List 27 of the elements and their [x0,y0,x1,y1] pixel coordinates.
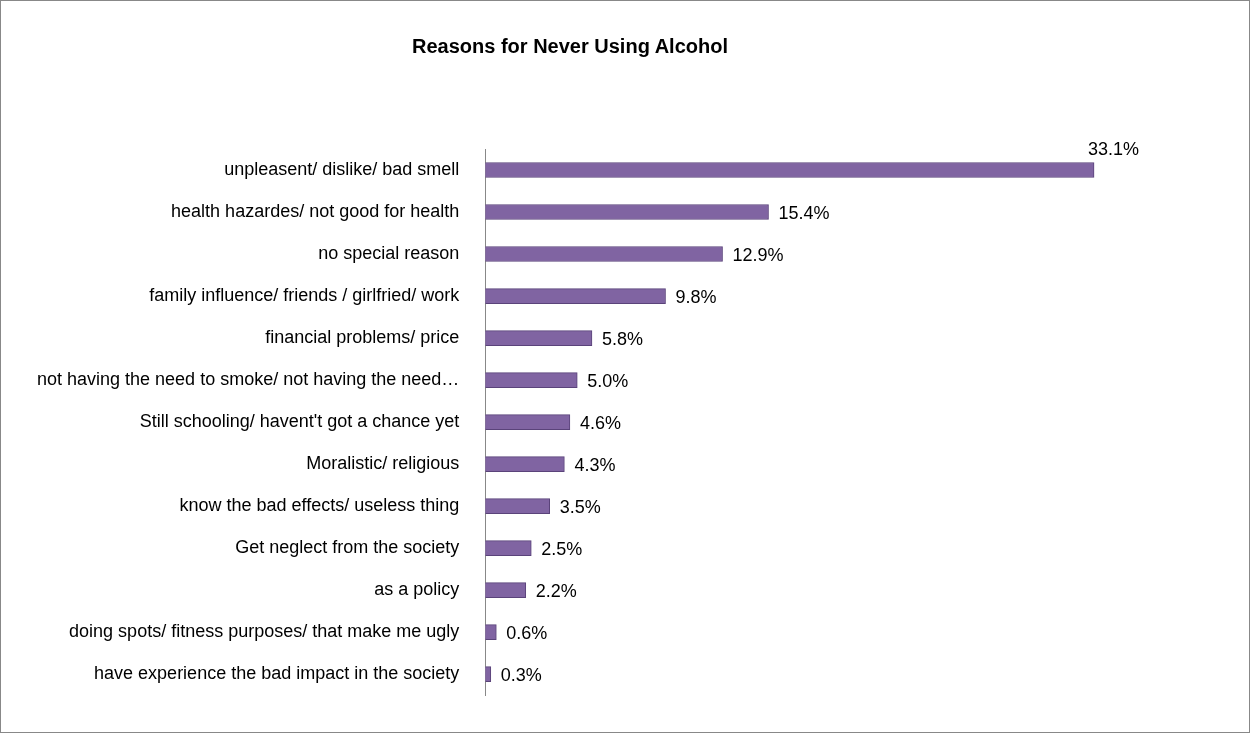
y-tick-label: Still schooling/ havent't got a chance yet [139,411,460,432]
y-tick-label: Moralistic/ religious [306,453,460,474]
y-tick-label: unpleasent/ dislike/ bad smell [224,158,460,179]
y-tick-label: not having the need to smoke/ not having the need… [37,369,460,390]
data-label: 5.0% [587,371,629,392]
y-tick-label: doing spots/ fitness purposes/ that make me ugly [69,621,460,642]
data-label: 15.4% [778,202,830,223]
data-label: 3.5% [559,497,601,518]
y-tick-label: have experience the bad impact in the society [94,663,460,684]
data-label: 2.5% [541,539,583,560]
data-label: 0.3% [500,665,542,686]
y-tick-label: financial problems/ price [265,327,460,348]
y-tick-label: as a policy [374,579,460,600]
y-tick-label: no special reason [318,243,460,264]
y-tick-label: know the bad effects/ useless thing [179,495,460,516]
y-tick-label: health hazardes/ not good for health [171,200,460,221]
data-label: 0.6% [506,623,548,644]
data-label: 4.3% [574,455,616,476]
data-label: 12.9% [732,245,784,266]
data-label: 33.1% [1088,138,1140,159]
data-label: 4.6% [579,413,621,434]
data-label: 9.8% [675,287,717,308]
y-tick-label: family influence/ friends / girlfried/ work [149,285,461,306]
data-label: 5.8% [601,329,643,350]
y-tick-label: Get neglect from the society [235,537,460,558]
chart-title: Reasons for Never Using Alcohol [412,34,728,57]
data-label: 2.2% [535,581,577,602]
